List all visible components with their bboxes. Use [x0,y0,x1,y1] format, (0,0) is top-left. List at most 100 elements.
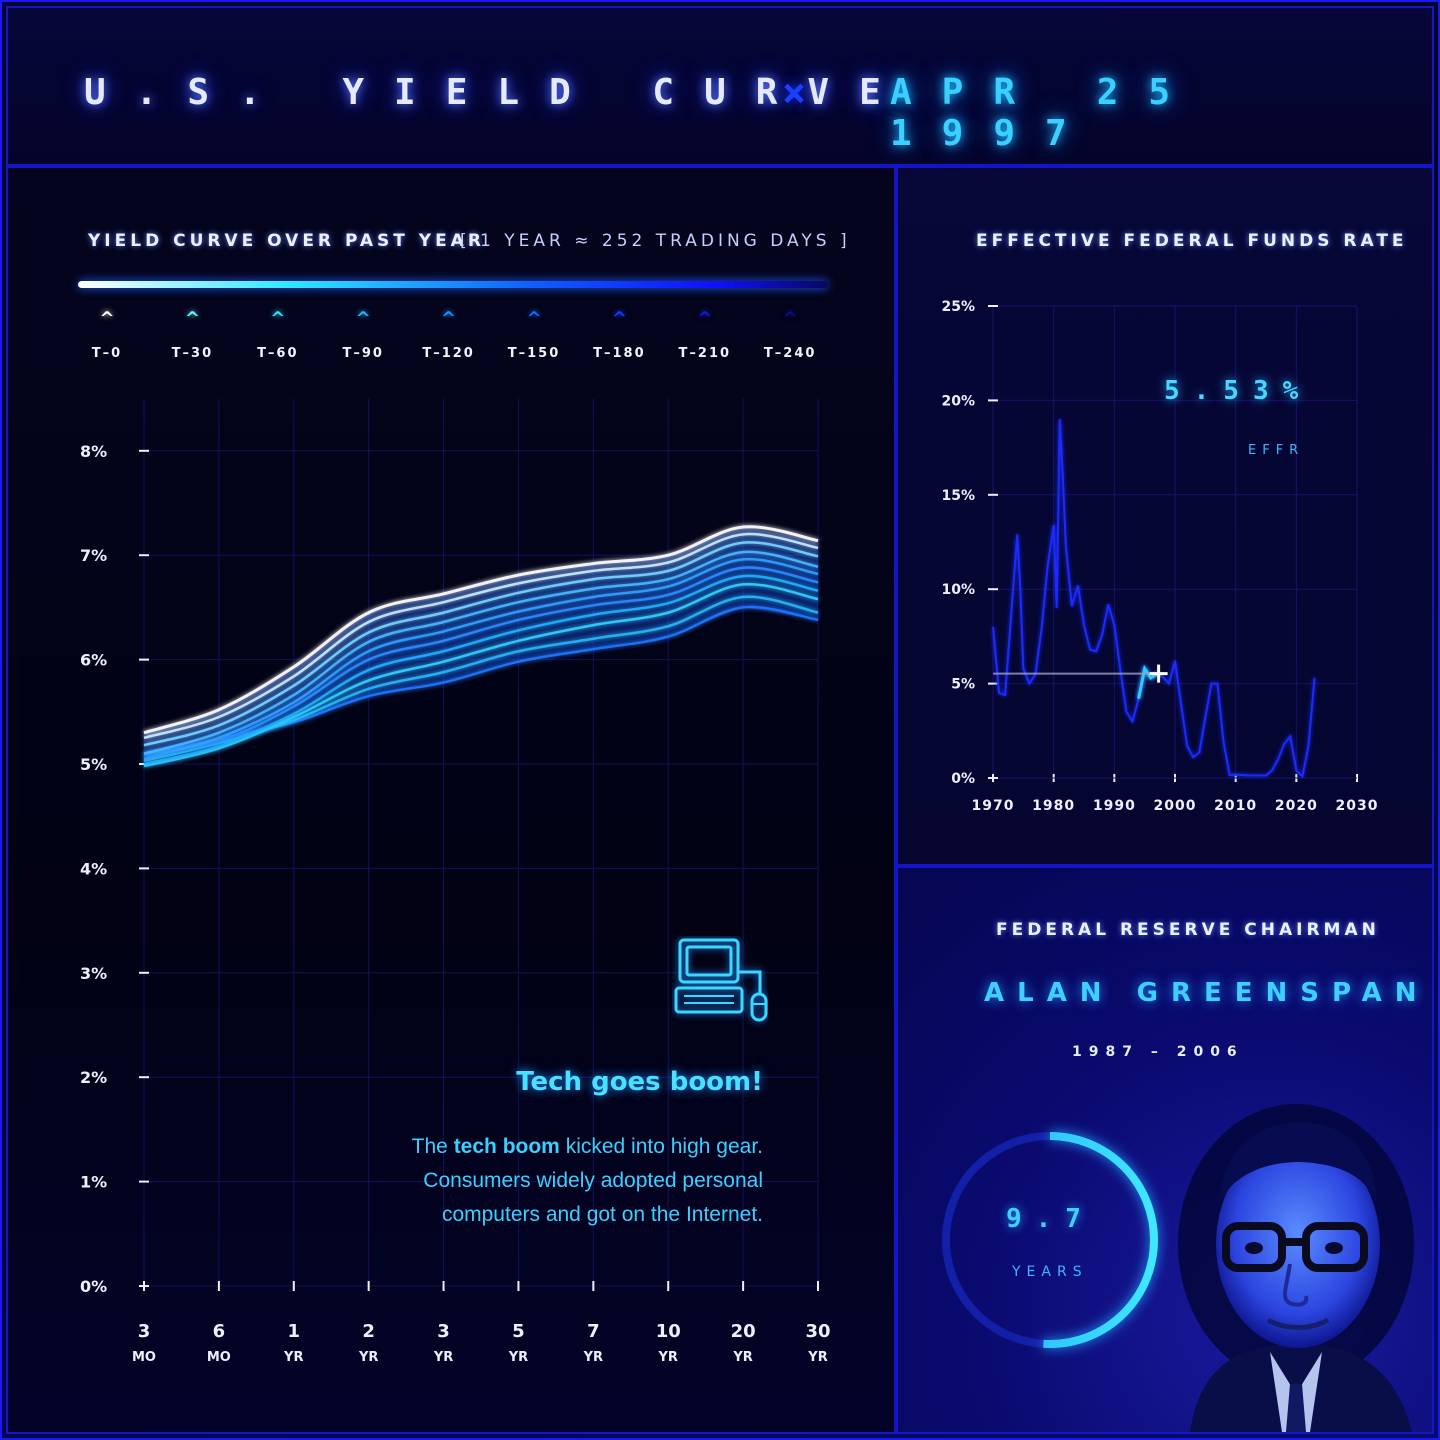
effr-y-tick-label: 20% [941,393,975,409]
x-tick-label: 20 [731,1321,756,1342]
legend-label: T–180 [593,346,646,361]
yield-curve-line [143,566,819,755]
tenure-ring-progress [942,1132,1158,1348]
effr-value: 5.53% [1164,376,1313,406]
chevron-up-icon: ^ [697,308,713,329]
chevron-up-icon: ^ [611,308,627,329]
yield-section-subtitle: [ 1 YEAR ≈ 252 TRADING DAYS ] [460,231,851,251]
effr-label: EFFR [1248,443,1305,458]
legend-item: ^ T–180 [584,308,654,362]
y-tick-label: 7% [80,546,107,565]
yield-curve-panel [6,166,896,1434]
effr-y-tick-label: 5% [951,677,975,693]
x-tick-unit: YR [358,1350,378,1365]
x-tick-label: 30 [805,1321,830,1342]
yield-curve-line [143,541,819,747]
legend-item: ^ T–60 [243,308,313,362]
legend-item: ^ T–240 [755,308,825,362]
x-tick-label: 3 [138,1321,151,1342]
effr-panel [896,166,1434,866]
effr-x-tick-label: 2020 [1275,798,1318,814]
effr-x-tick-label: 1990 [1093,798,1136,814]
effr-x-tick-label: 2010 [1214,798,1257,814]
page-title: U.S. YIELD CURVE [84,72,911,113]
legend-item: ^ T–90 [328,308,398,362]
tenure-ring [942,1132,1158,1348]
chevron-up-icon: ^ [526,308,542,329]
legend-item: ^ T–0 [72,310,142,362]
chairman-section-title: FEDERAL RESERVE CHAIRMAN [996,920,1380,940]
chevron-up-icon: ^ [270,308,286,329]
annotation-title: Tech goes boom! [516,1067,763,1097]
yield-curve-line [143,525,819,735]
x-tick-unit: MO [132,1350,156,1365]
effr-line [992,419,1316,779]
y-tick-label: 3% [80,964,107,983]
computer-icon [674,938,768,1022]
legend-item: ^ T–210 [670,308,740,362]
effr-y-tick-label: 0% [951,771,975,787]
legend-label: T–150 [507,346,561,361]
y-tick-label: 5% [80,755,107,774]
y-tick-label: 0% [80,1277,107,1296]
chevron-up-icon: ^ [782,308,798,329]
x-tick-unit: YR [732,1350,752,1365]
effr-y-tick-label: 15% [941,488,975,504]
legend-label: T–60 [257,346,299,361]
x-tick-label: 3 [437,1321,450,1342]
effr-x-tick-label: 2030 [1336,798,1379,814]
yield-curve-line [143,574,819,766]
y-tick-label: 6% [80,651,107,670]
legend-gradient-bar [78,281,828,288]
annotation-body-pre: The [411,1135,454,1158]
y-tick-label: 8% [80,442,107,461]
yield-section-title: YIELD CURVE OVER PAST YEAR [88,231,485,251]
effr-x-tick-label: 1970 [972,798,1015,814]
effr-x-tick-label: 2000 [1154,798,1197,814]
annotation-body-post: kicked into high gear. Consumers widely … [423,1135,763,1226]
yield-curve-line [143,583,819,768]
x-tick-label: 5 [512,1321,525,1342]
effr-y-tick-label: 25% [941,299,975,315]
y-tick-label: 1% [80,1173,107,1192]
header-panel [6,6,1434,166]
x-tick-unit: YR [283,1350,303,1365]
legend-label: T–0 [91,346,123,361]
legend-item: ^ T–150 [499,308,569,362]
chevron-up-icon: ^ [184,308,200,329]
legend-label: T–90 [342,346,384,361]
legend-label: T–120 [422,346,475,361]
annotation-body-bold: tech boom [453,1135,560,1158]
chevron-up-icon: ^ [355,308,371,329]
x-tick-label: 6 [213,1321,226,1342]
x-tick-unit: MO [207,1350,231,1365]
title-separator: × [782,70,837,116]
yield-curve-line [143,532,819,740]
legend-item: ^ T–120 [414,308,484,362]
x-tick-unit: YR [433,1350,453,1365]
tenure-value: 9.7 [1006,1204,1095,1234]
x-tick-label: 7 [587,1321,600,1342]
legend-item: ^ T–30 [157,308,227,362]
annotation-body: The tech boom kicked into high gear. Con… [360,1130,763,1232]
effr-section-title: EFFECTIVE FEDERAL FUNDS RATE [976,231,1408,251]
x-tick-label: 1 [288,1321,301,1342]
y-tick-label: 4% [80,859,107,878]
yield-curve-line [143,557,819,760]
legend-label: T–30 [171,346,214,361]
x-tick-label: 2 [362,1321,375,1342]
yield-curve-line [143,550,819,755]
page-date: APR 25 1997 [890,72,1201,154]
chairman-portrait [1178,1104,1414,1432]
chairman-name: ALAN GREENSPAN [984,978,1430,1008]
chevron-up-icon: ^ [441,308,457,329]
legend-label: T–210 [678,346,732,361]
legend-label: T–240 [763,346,817,361]
x-tick-unit: YR [807,1350,827,1365]
effr-x-tick-label: 1980 [1032,798,1075,814]
x-tick-unit: YR [583,1350,603,1365]
x-tick-label: 10 [656,1321,681,1342]
tenure-unit: YEARS [1012,1264,1088,1280]
